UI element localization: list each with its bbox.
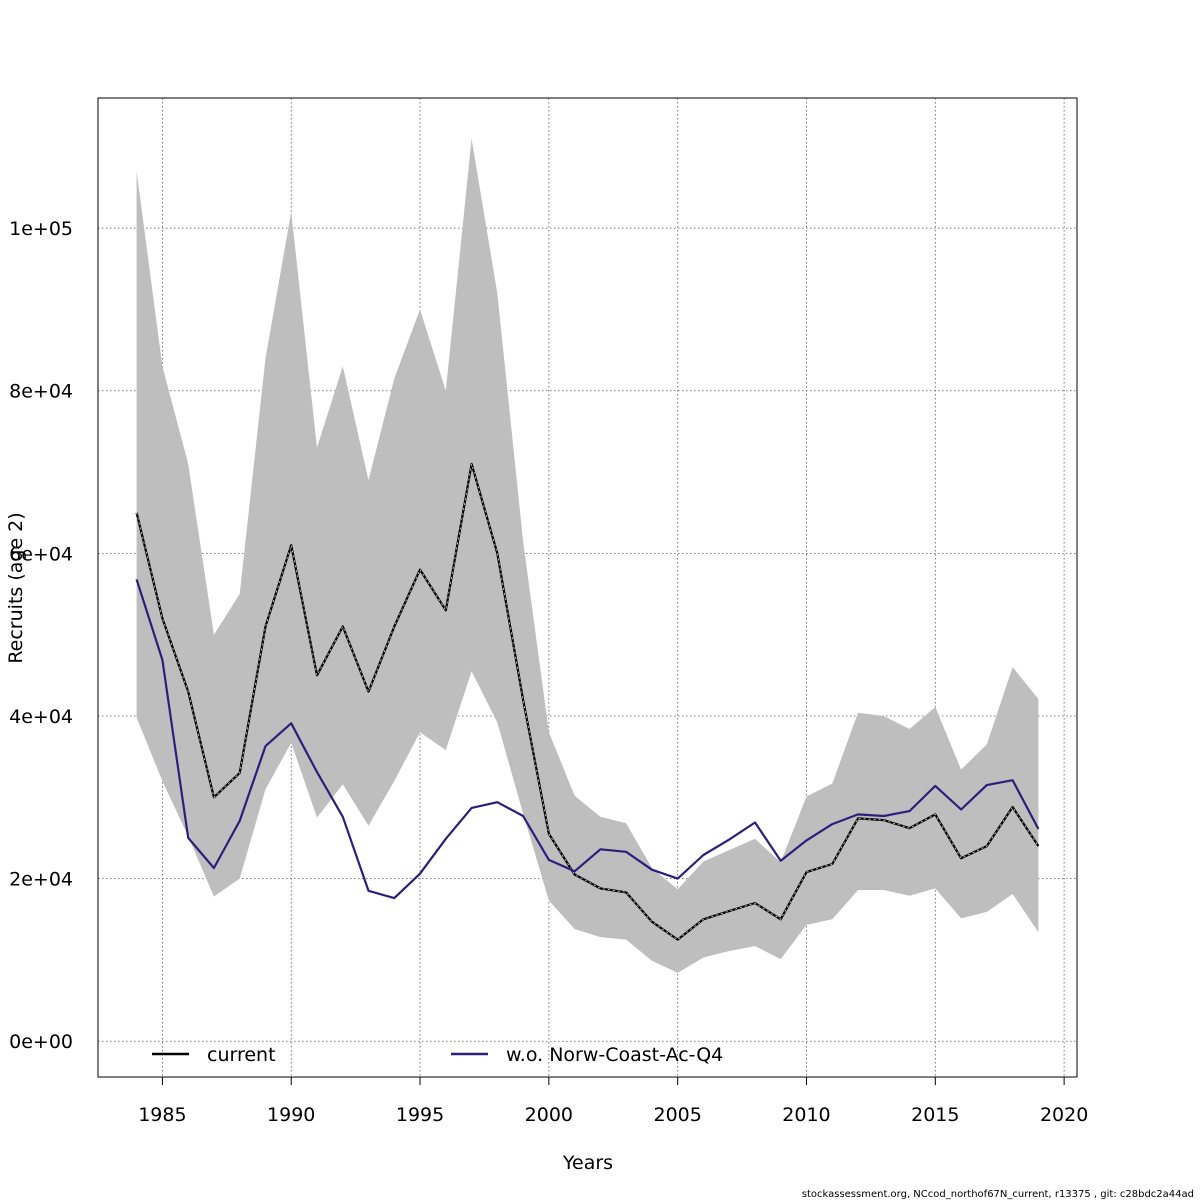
y-tick-label-6e+04: 6e+04 xyxy=(9,543,73,565)
x-tick-label-1995: 1995 xyxy=(396,1104,444,1126)
legend-label-current: current xyxy=(207,1044,276,1066)
y-tick-label-1e+05: 1e+05 xyxy=(9,218,73,240)
footer-source-text: stockassessment.org, NCcod_northof67N_cu… xyxy=(802,1189,1194,1200)
x-tick-label-1985: 1985 xyxy=(138,1104,186,1126)
legend-label-wo-norw-coast: w.o. Norw-Coast-Ac-Q4 xyxy=(506,1044,723,1066)
y-axis-title: Recruits (age 2) xyxy=(5,512,27,663)
x-tick-label-2005: 2005 xyxy=(653,1104,701,1126)
x-axis-title: Years xyxy=(562,1152,613,1174)
y-tick-label-2e+04: 2e+04 xyxy=(9,869,73,891)
y-tick-label-4e+04: 4e+04 xyxy=(9,706,73,728)
x-tick-label-2010: 2010 xyxy=(782,1104,830,1126)
x-tick-label-2000: 2000 xyxy=(525,1104,573,1126)
y-tick-label-0e+00: 0e+00 xyxy=(9,1031,73,1053)
y-axis: 0e+00 2e+04 4e+04 6e+04 8e+04 1e+05 xyxy=(9,218,73,1053)
y-tick-label-8e+04: 8e+04 xyxy=(9,381,73,403)
series-line-overlay-current xyxy=(136,463,1039,941)
series-line-w-o-norw-coast-ac-q4 xyxy=(135,579,1040,900)
x-tick-label-1990: 1990 xyxy=(267,1104,315,1126)
x-tick-label-2020: 2020 xyxy=(1040,1104,1088,1126)
x-tick-label-2015: 2015 xyxy=(911,1104,959,1126)
legend: current w.o. Norw-Coast-Ac-Q4 xyxy=(152,1044,723,1066)
x-axis: 1985 1990 1995 2000 2005 2010 2015 2020 xyxy=(138,1076,1088,1126)
confidence-band xyxy=(136,138,1039,973)
series-lines xyxy=(135,462,1040,941)
